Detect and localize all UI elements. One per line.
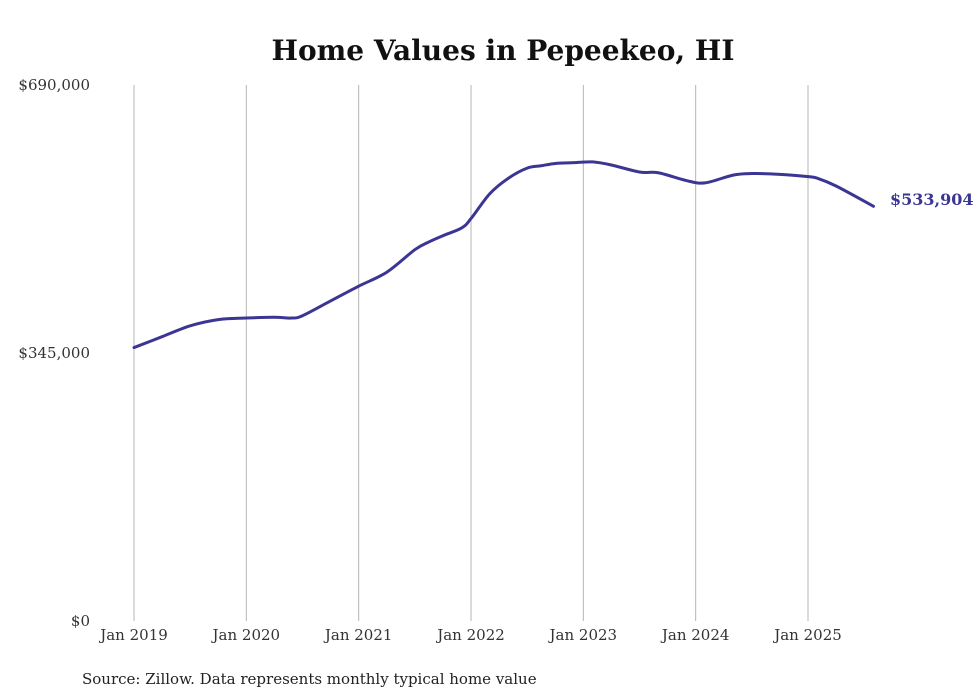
x-tick-label: Jan 2021 (323, 626, 393, 644)
x-tick-label: Jan 2022 (435, 626, 505, 644)
x-tick-label: Jan 2025 (772, 626, 842, 644)
series-layer (132, 160, 875, 350)
x-tick-label: Jan 2020 (211, 626, 281, 644)
x-tick-label: Jan 2023 (548, 626, 618, 644)
x-tick-label: Jan 2024 (660, 626, 730, 644)
y-tick-label: $690,000 (18, 76, 90, 94)
source-note: Source: Zillow. Data represents monthly … (82, 670, 537, 688)
y-tick-label: $0 (71, 612, 90, 630)
chart-title: Home Values in Pepeekeo, HI (272, 34, 735, 67)
y-axis-ticks: $0 $345,000 $690,000 (18, 76, 90, 630)
end-value-label: $533,904 (890, 190, 974, 209)
series-line-0 (132, 160, 875, 350)
y-tick-label: $345,000 (18, 344, 90, 362)
x-tick-label: Jan 2019 (98, 626, 168, 644)
x-axis-ticks: Jan 2019 Jan 2020 Jan 2021 Jan 2022 Jan 2023… (98, 626, 842, 644)
gridlines (133, 85, 809, 621)
